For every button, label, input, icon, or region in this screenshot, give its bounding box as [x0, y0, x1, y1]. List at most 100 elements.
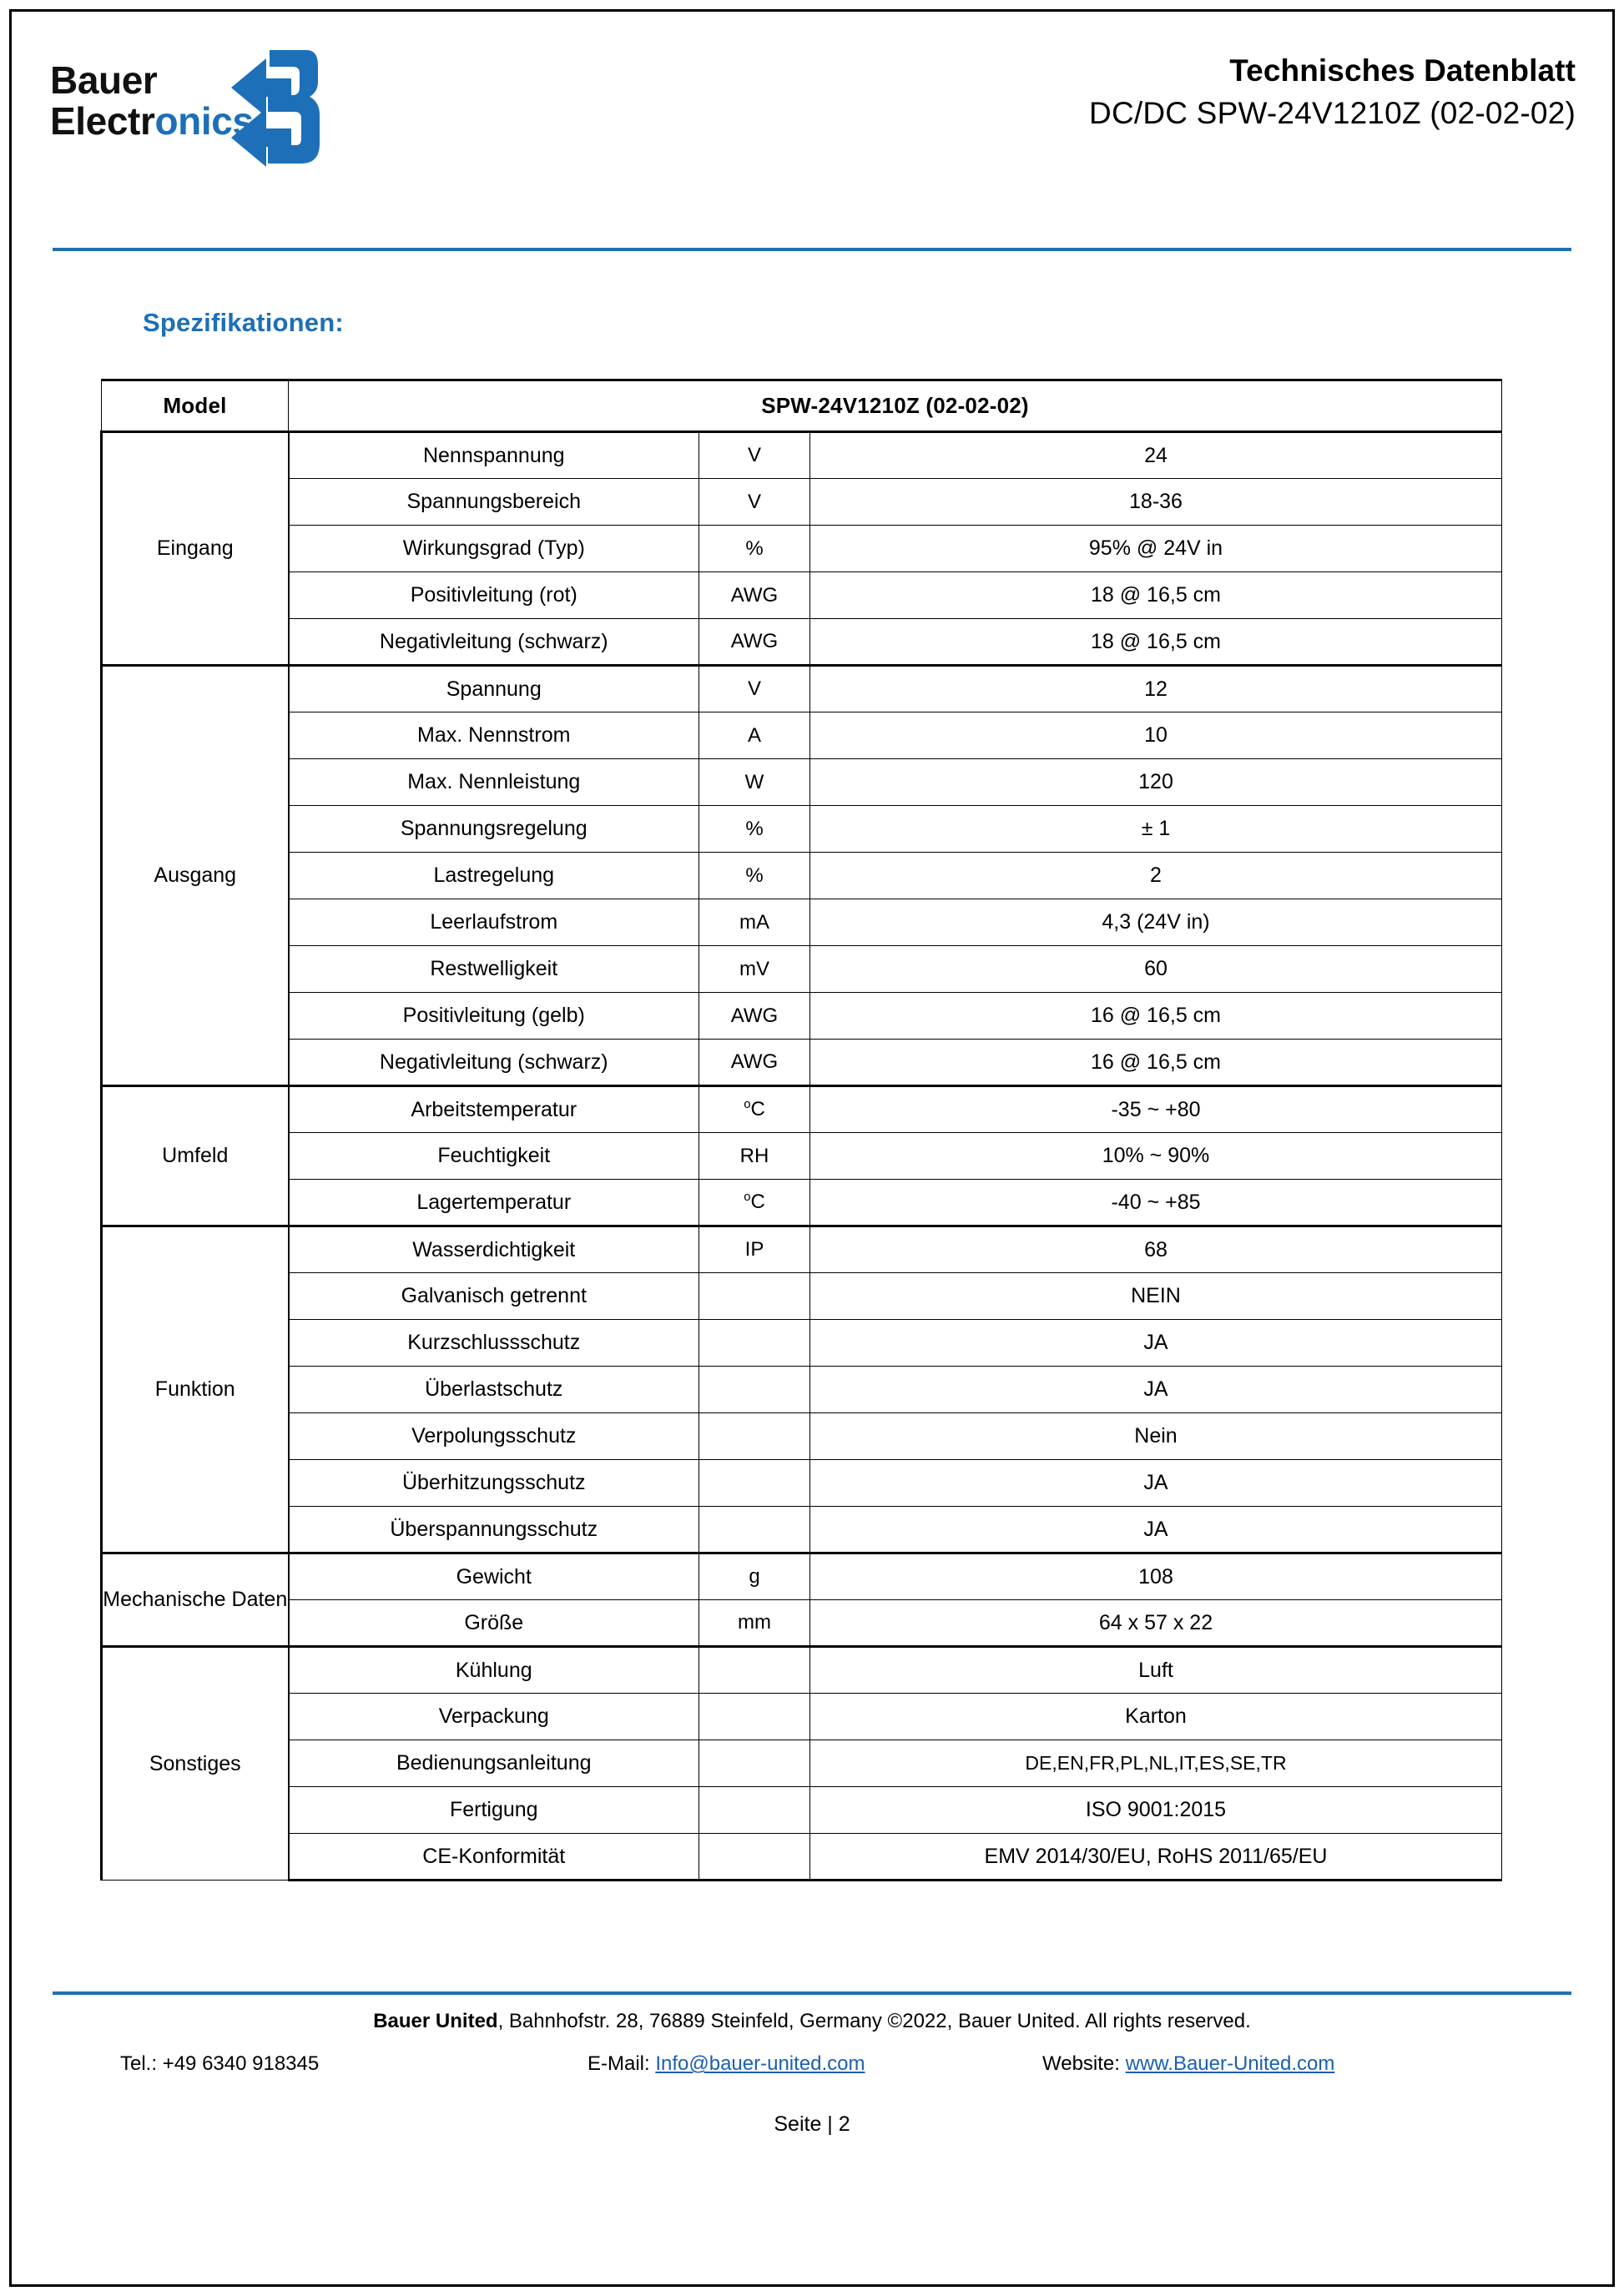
table-row: Größe mm 64 x 57 x 22 [102, 1599, 1502, 1647]
footer-website-link[interactable]: www.Bauer-United.com [1125, 2052, 1335, 2076]
parameter-name: Spannungsbereich [288, 478, 699, 526]
parameter-unit: RH [699, 1132, 810, 1180]
specifications-table-container: Model SPW-24V1210Z (02-02-02) Eingang Nen… [100, 379, 1502, 1881]
parameter-value: 24 [809, 430, 1502, 479]
parameter-unit [699, 1693, 810, 1740]
parameter-value: -40 ~ +85 [809, 1179, 1502, 1226]
parameter-unit [699, 1506, 810, 1553]
row-group-label: Ausgang [100, 664, 290, 1086]
row-group-label: Eingang [100, 430, 290, 666]
parameter-unit: oC [699, 1085, 810, 1133]
parameter-name: Leerlaufstrom [288, 899, 699, 946]
table-row: Feuchtigkeit RH 10% ~ 90% [102, 1132, 1502, 1180]
parameter-value: Karton [809, 1693, 1502, 1740]
table-row: Wirkungsgrad (Typ)% 95% @ 24V in [102, 525, 1502, 572]
parameter-name: Restwelligkeit [288, 945, 699, 993]
parameter-unit: IP [699, 1225, 810, 1273]
parameter-name: Kurzschlussschutz [288, 1319, 699, 1367]
parameter-value: 16 @ 16,5 cm [809, 1039, 1502, 1086]
parameter-name: Gewicht [288, 1552, 699, 1600]
parameter-name: Positivleitung (gelb) [288, 992, 699, 1040]
parameter-value: 16 @ 16,5 cm [809, 992, 1502, 1040]
parameter-name: Lagertemperatur [288, 1179, 699, 1226]
table-row: Positivleitung (rot) AWG 18 @ 16,5 cm [102, 571, 1502, 619]
table-row: Kurzschlussschutz JA [102, 1319, 1502, 1367]
specifications-table: Model SPW-24V1210Z (02-02-02) Eingang Nen… [100, 379, 1502, 1881]
row-group-label: Funktion [100, 1225, 290, 1553]
parameter-value: JA [809, 1506, 1502, 1553]
parameter-value: 18-36 [809, 478, 1502, 526]
parameter-value: 4,3 (24V in) [809, 899, 1502, 946]
table-row: Positivleitung (gelb) AWG 16 @ 16,5 cm [102, 992, 1502, 1040]
table-row: CE-Konformität EMV 2014/30/EU, RoHS 2011/… [102, 1833, 1502, 1881]
parameter-value: 108 [809, 1552, 1502, 1600]
parameter-unit: V [699, 664, 810, 712]
header-divider [53, 248, 1571, 251]
parameter-unit: mA [699, 899, 810, 946]
row-group-label: Sonstiges [100, 1645, 290, 1881]
parameter-name: Spannungsregelung [288, 805, 699, 853]
parameter-unit: AWG [699, 571, 810, 619]
parameter-value: 60 [809, 945, 1502, 993]
footer-email-label: E-Mail: [588, 2052, 656, 2076]
table-row: Umfeld Arbeitstemperatur oC -35 ~ +80 [100, 1085, 1502, 1226]
parameter-name: Arbeitstemperatur [288, 1085, 699, 1133]
parameter-unit [699, 1833, 810, 1881]
footer-company-name: Bauer United [373, 2010, 498, 2032]
logo-wordmark: Bauer Electronics [50, 59, 254, 144]
parameter-value: NEIN [809, 1272, 1502, 1320]
parameter-unit [699, 1319, 810, 1367]
parameter-unit: A [699, 712, 810, 759]
parameter-unit: mV [699, 945, 810, 993]
parameter-name: Überhitzungsschutz [288, 1459, 699, 1507]
parameter-value: JA [809, 1459, 1502, 1507]
table-row: Verpolungsschutz Nein [102, 1412, 1502, 1460]
table-row: Verpackung Karton [102, 1693, 1502, 1740]
table-row: Spannungsregelung% ± 1 [102, 805, 1502, 853]
parameter-value: -35 ~ +80 [809, 1085, 1502, 1133]
row-group-label: Mechanische Daten [100, 1552, 290, 1647]
parameter-name: Spannung [288, 664, 699, 712]
table-row: Restwelligkeit mV 60 [102, 945, 1502, 993]
table-row: Ausgang Spannung V 12 [100, 664, 1502, 1086]
parameter-name: Verpolungsschutz [288, 1412, 699, 1460]
parameter-name: Negativleitung (schwarz) [288, 618, 699, 666]
parameter-unit: V [699, 430, 810, 479]
parameter-unit: mm [699, 1599, 810, 1647]
parameter-unit [699, 1645, 810, 1694]
document-header: Bauer Electronics Technisches Datenblatt … [12, 12, 1612, 220]
parameter-name: Max. Nennstrom [288, 712, 699, 759]
table-row: Lagertemperatur oC -40 ~ +85 [102, 1179, 1502, 1226]
footer-contact-line: Tel.: +49 6340 918345 E-Mail: Info@bauer… [12, 2052, 1612, 2081]
table-row: Negativleitung (schwarz) AWG 18 @ 16,5 cm [102, 618, 1502, 666]
parameter-value: 68 [809, 1225, 1502, 1273]
parameter-name: Max. Nennleistung [288, 758, 699, 806]
page-title: Technisches Datenblatt [1229, 53, 1576, 88]
parameter-unit [699, 1740, 810, 1787]
footer-website: Website: www.Bauer-United.com [1042, 2052, 1334, 2076]
parameter-unit: g [699, 1552, 810, 1600]
table-row: Überspannungsschutz JA [102, 1506, 1502, 1553]
parameter-unit: % [699, 805, 810, 853]
parameter-value: ISO 9001:2015 [809, 1786, 1502, 1834]
logo-wordmark-line2-dark: Electr [50, 99, 155, 144]
page-number: Seite | 2 [774, 2112, 850, 2136]
parameter-name: Wirkungsgrad (Typ) [288, 525, 699, 572]
table-row: Überlastschutz JA [102, 1366, 1502, 1413]
table-row: Lastregelung% 2 [102, 852, 1502, 899]
parameter-unit: AWG [699, 1039, 810, 1086]
parameter-name: Lastregelung [288, 852, 699, 899]
table-row: Max. Nennstrom A 10 [102, 712, 1502, 759]
specifications-heading: Spezifikationen: [143, 308, 344, 337]
parameter-name: Wasserdichtigkeit [288, 1225, 699, 1273]
parameter-unit: AWG [699, 618, 810, 666]
parameter-value: JA [809, 1366, 1502, 1413]
table-row: Negativleitung (schwarz) AWG 16 @ 16,5 cm [102, 1039, 1502, 1086]
parameter-unit: AWG [699, 992, 810, 1040]
footer-email-link[interactable]: Info@bauer-united.com [655, 2052, 865, 2076]
footer-address-rest: , Bahnhofstr. 28, 76889 Steinfeld, Germa… [497, 2010, 1251, 2032]
column-header-model-value: SPW-24V1210Z (02-02-02) [288, 379, 1502, 433]
parameter-value: 120 [809, 758, 1502, 806]
parameter-value: EMV 2014/30/EU, RoHS 2011/65/EU [809, 1833, 1502, 1881]
page-subtitle: DC/DC SPW-24V1210Z (02-02-02) [1089, 96, 1576, 131]
